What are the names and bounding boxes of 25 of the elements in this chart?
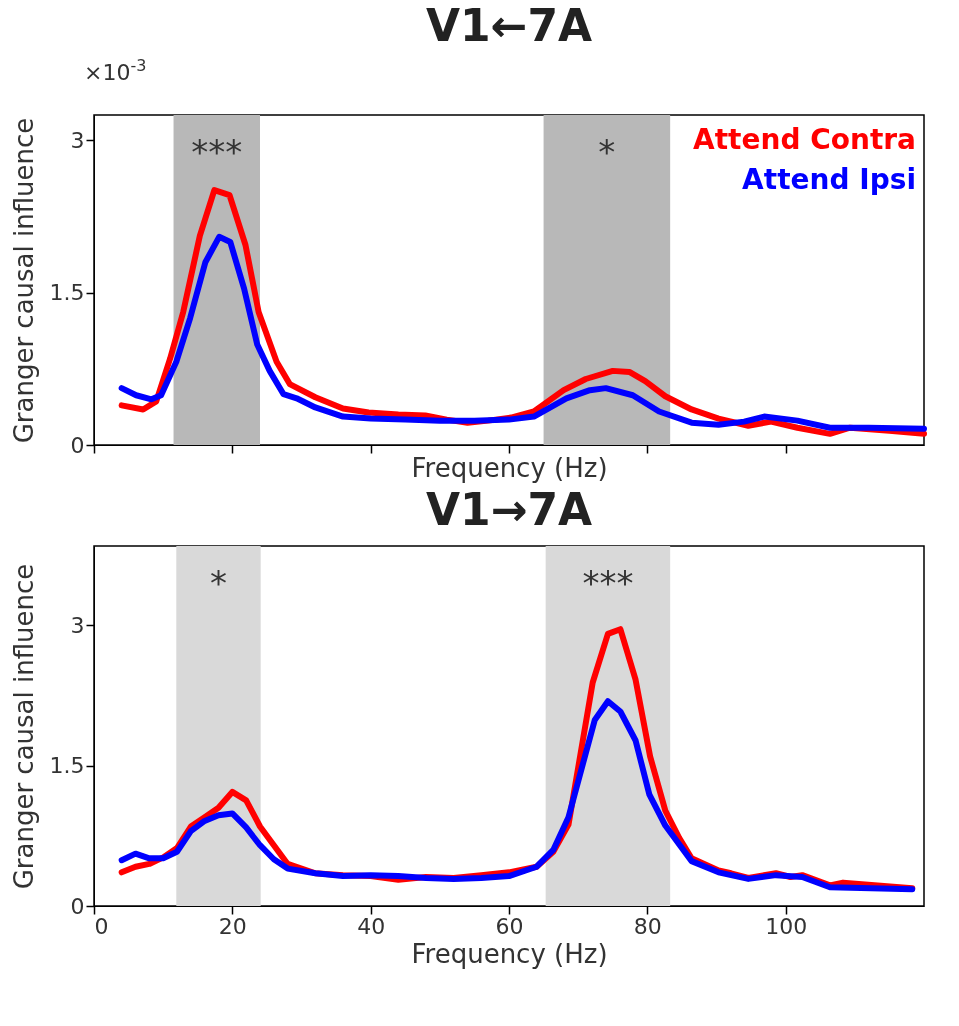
y-tick-label: 1.5: [49, 753, 85, 779]
y-axis-title: Granger causal influence: [8, 117, 39, 444]
x-tick-label: 20: [218, 913, 247, 939]
chart-title: V1→7A: [425, 484, 593, 535]
x-tick-label: 100: [765, 913, 808, 939]
x-tick-label: 80: [633, 913, 662, 939]
annotation: ***: [191, 132, 243, 172]
text: Attend Contra: [693, 123, 916, 156]
y-tick-label: 3: [70, 127, 85, 153]
y-tick-label: 3: [70, 612, 85, 638]
y-tick-label: 1.5: [49, 280, 85, 306]
x-axis-title: Frequency (Hz): [411, 453, 608, 484]
annotation: ***: [582, 563, 634, 603]
chart-title: V1←7A: [425, 0, 593, 51]
x-tick-label: 40: [357, 913, 386, 939]
text: ×10$^{-3}$: [84, 55, 147, 85]
x-axis-title: Frequency (Hz): [411, 938, 608, 969]
x-tick-label: 60: [495, 913, 524, 939]
annotation: *: [598, 132, 616, 172]
y-axis-title: Granger causal influence: [8, 563, 39, 890]
annotation: *: [210, 563, 227, 603]
y-tick-label: 0: [70, 432, 85, 458]
x-tick-label: 0: [94, 913, 109, 939]
y-tick-label: 0: [70, 893, 85, 919]
text: Attend Ipsi: [742, 163, 916, 196]
